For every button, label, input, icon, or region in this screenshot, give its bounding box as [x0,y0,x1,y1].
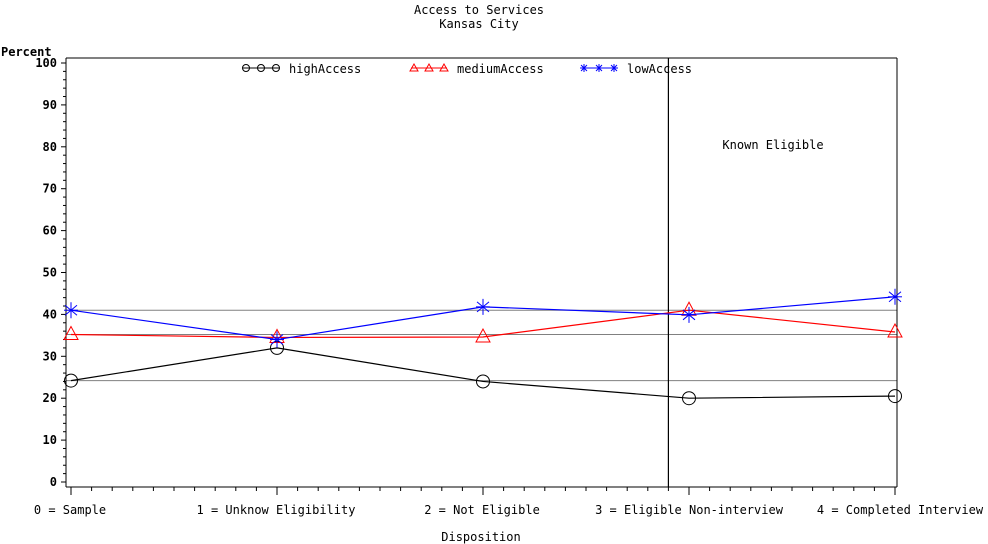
y-tick-label: 30 [43,349,57,363]
legend-item-lowAccess: lowAccess [580,62,692,76]
circle-marker [888,389,902,404]
triangle-icon [409,62,419,72]
y-tick-label: 90 [43,98,57,112]
data-point-highAccess [682,391,696,406]
data-point-highAccess [476,374,490,389]
triangle-marker [63,325,79,341]
plot-area: 0 10 20 30 40 50 60 70 80 90 100 0 = Sample 1 = Unkn… [34,56,984,517]
y-tick-label: 40 [43,307,57,321]
y-axis-label: Percent [1,45,52,59]
triangle-icon [439,62,449,72]
series-line-mediumAccess [70,309,896,339]
y-tick-label: 60 [43,224,57,238]
star-marker-stroke [682,309,696,321]
x-tick-label: 3 = Eligible Non-interview [595,503,784,517]
data-point-lowAccess [270,331,284,348]
star-icon [610,64,618,72]
x-tick-label: 2 = Not Eligible [424,503,540,517]
data-point-highAccess [64,373,78,388]
data-point-lowAccess [888,288,902,305]
y-tick-label: 10 [43,433,57,447]
legend-label: highAccess [289,62,361,76]
circle-marker [476,374,490,389]
known-eligible-annotation: Known Eligible [722,138,823,152]
circle-icon [272,64,280,72]
chart-title: Access to Services [414,3,544,17]
legend-label: mediumAccess [457,62,544,76]
data-point-lowAccess [64,302,78,319]
y-tick-label: 50 [43,266,57,280]
data-point-lowAccess [682,306,696,323]
series-line-highAccess [70,347,896,399]
x-tick-label: 1 = Unknow Eligibility [197,503,356,517]
circle-icon [257,64,265,72]
data-point-mediumAccess [63,325,79,341]
circle-icon [242,64,250,72]
y-tick-label: 100 [35,56,57,70]
triangle-marker [475,327,491,343]
data-point-lowAccess [476,298,490,315]
star-marker-stroke [64,304,78,316]
x-tick-label: 4 = Completed Interview [817,503,984,517]
data-point-highAccess [888,389,902,404]
circle-marker [682,391,696,406]
y-tick-label: 80 [43,140,57,154]
circle-marker [64,373,78,388]
chart-subtitle: Kansas City [439,17,518,31]
star-marker-stroke [888,291,902,303]
legend-item-mediumAccess: mediumAccess [409,62,544,76]
data-point-mediumAccess [887,322,903,338]
legend: highAccess mediumAccess lowAccess [242,62,692,76]
y-tick-label: 70 [43,182,57,196]
x-axis-label: Disposition [441,530,520,544]
legend-item-highAccess: highAccess [242,62,361,76]
x-tick-label: 0 = Sample [34,503,106,517]
triangle-marker [887,322,903,338]
y-tick-label: 0 [50,475,57,489]
star-icon [595,64,603,72]
star-marker-stroke [476,301,490,313]
star-icon [580,64,588,72]
triangle-icon [424,62,434,72]
legend-label: lowAccess [627,62,692,76]
data-point-mediumAccess [475,327,491,343]
y-tick-label: 20 [43,391,57,405]
star-marker-stroke [270,334,284,345]
